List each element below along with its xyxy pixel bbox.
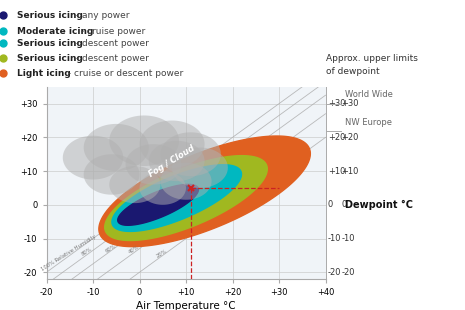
Polygon shape (84, 154, 140, 195)
Text: +20: +20 (341, 133, 359, 142)
Text: +30: +30 (341, 99, 359, 108)
Text: +10: +10 (328, 166, 345, 175)
Polygon shape (140, 171, 186, 205)
Text: 40%: 40% (127, 245, 140, 255)
Text: - cruise power: - cruise power (78, 27, 145, 36)
Polygon shape (109, 166, 160, 203)
Text: 60%: 60% (104, 243, 117, 253)
Polygon shape (160, 132, 221, 176)
Text: -20: -20 (341, 268, 355, 277)
Text: - cruise or descent power: - cruise or descent power (65, 69, 183, 78)
Text: NW Europe: NW Europe (345, 118, 392, 127)
Text: 0: 0 (328, 200, 333, 209)
Polygon shape (126, 144, 181, 184)
Polygon shape (112, 165, 241, 232)
Text: Serious icing: Serious icing (17, 11, 83, 20)
Text: +10: +10 (341, 166, 359, 175)
Text: Fog / Cloud: Fog / Cloud (147, 143, 197, 179)
Text: Dewpoint °C: Dewpoint °C (345, 200, 413, 210)
Text: 0: 0 (341, 200, 346, 209)
Polygon shape (109, 115, 179, 166)
Text: World Wide: World Wide (345, 90, 393, 99)
Text: - descent power: - descent power (73, 54, 149, 63)
Polygon shape (118, 184, 199, 225)
Text: 20%: 20% (155, 248, 168, 259)
Text: -20: -20 (328, 268, 341, 277)
Text: 80%: 80% (81, 246, 93, 257)
Text: +30: +30 (328, 99, 345, 108)
Polygon shape (172, 148, 228, 188)
Polygon shape (99, 136, 310, 247)
Text: 100% Relative Humidity: 100% Relative Humidity (40, 234, 97, 272)
X-axis label: Air Temperature °C: Air Temperature °C (136, 301, 236, 310)
Polygon shape (63, 136, 123, 179)
Polygon shape (160, 163, 212, 200)
Text: Approx. upper limits
of dewpoint: Approx. upper limits of dewpoint (326, 54, 418, 76)
Text: Light icing: Light icing (17, 69, 71, 78)
Text: -10: -10 (328, 234, 341, 243)
Polygon shape (84, 124, 149, 171)
Polygon shape (140, 121, 205, 168)
Text: Serious icing: Serious icing (17, 54, 83, 63)
Polygon shape (105, 156, 267, 241)
Text: Serious icing: Serious icing (17, 39, 83, 48)
Text: -10: -10 (341, 234, 355, 243)
Text: +20: +20 (328, 133, 345, 142)
Polygon shape (149, 141, 205, 181)
Text: - any power: - any power (73, 11, 130, 20)
Text: - descent power: - descent power (73, 39, 149, 48)
Text: Moderate icing: Moderate icing (17, 27, 93, 36)
